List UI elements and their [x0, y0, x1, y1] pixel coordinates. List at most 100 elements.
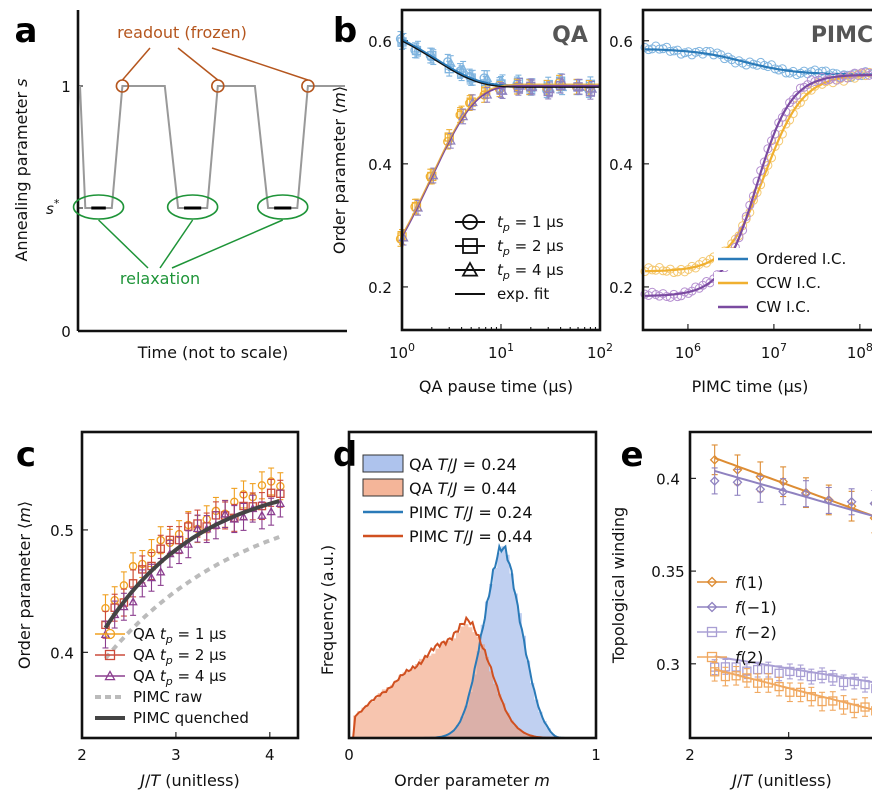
- qa-data-point: [220, 509, 230, 518]
- x-tick-label: 102: [587, 341, 613, 362]
- x-tick-label: 2: [77, 746, 87, 764]
- y-tick-label: 0.2: [609, 279, 633, 297]
- relaxation-pointer: [98, 219, 149, 269]
- pimc-data-point: [792, 90, 802, 100]
- legend-marker: [104, 649, 116, 661]
- qa-data-point: [257, 510, 267, 519]
- legend-marker: [706, 626, 718, 638]
- relaxation-pointer: [159, 219, 194, 269]
- winding-point: [720, 671, 731, 682]
- winding-point: [709, 454, 720, 465]
- qa-data-point: [155, 566, 166, 576]
- qa-data-point: [128, 596, 138, 606]
- x-axis-label: Time (not to scale): [137, 343, 288, 362]
- pimc-data-point: [734, 233, 744, 243]
- x-axis-label: QA pause time (μs): [419, 377, 573, 396]
- y-axis-label: Annealing parameter s: [12, 78, 31, 261]
- legend-label: PIMC raw: [133, 688, 202, 706]
- relaxation-annotation: relaxation: [120, 269, 200, 288]
- legend-label: PIMC T/J = 0.44: [409, 527, 533, 546]
- legend-label: QA tp = 2 μs: [133, 646, 227, 667]
- winding-point: [732, 477, 743, 488]
- legend-bg: [714, 296, 872, 318]
- x-axis-label: Order parameter m: [394, 771, 550, 790]
- qa-data-point: [184, 522, 193, 531]
- x-axis-label: J/T (unitless): [137, 771, 239, 790]
- legend-marker: [104, 670, 116, 681]
- legend-label: f(1): [735, 573, 763, 592]
- winding-point: [846, 496, 857, 507]
- winding-point: [755, 484, 766, 495]
- chart-title-pimc: PIMC: [811, 23, 872, 48]
- y-tick-label: 0.2: [368, 279, 392, 297]
- legend-label: QA tp = 1 μs: [133, 625, 227, 646]
- pimc-data-point: [701, 46, 711, 56]
- legend-label: PIMC T/J = 0.24: [409, 503, 533, 522]
- legend-marker: [104, 628, 116, 640]
- relaxation-ellipse: [72, 194, 125, 220]
- winding-point: [828, 673, 838, 683]
- y-tick-label: 0.4: [609, 156, 633, 174]
- y-axis-label: Order parameter ⟨m⟩: [330, 86, 349, 254]
- pimc-data-point: [781, 68, 791, 78]
- legend-label: tp = 2 μs: [497, 237, 564, 258]
- chart-title-qa: QA: [552, 23, 588, 48]
- qa-data-point: [457, 63, 469, 73]
- legend-swatch: [362, 454, 404, 473]
- legend-marker: [461, 261, 479, 277]
- anneal-schedule-line: [79, 85, 345, 209]
- winding-point: [731, 671, 741, 681]
- plot-frame: [641, 8, 872, 332]
- y-tick-label: 1: [61, 78, 71, 96]
- y-axis-label: Frequency (a.u.): [318, 545, 337, 675]
- legend-marker: [706, 601, 718, 613]
- qa-data-point: [497, 85, 508, 95]
- fit-line-black: [401, 40, 600, 88]
- winding-point: [763, 678, 774, 688]
- legend-marker: [706, 651, 718, 663]
- legend-marker: [462, 214, 478, 230]
- qa-data-point: [395, 234, 406, 244]
- qa-data-point: [482, 72, 493, 82]
- relaxation-ellipse: [256, 194, 309, 220]
- winding-point: [817, 696, 827, 707]
- y-tick-label: 0.5: [50, 522, 74, 540]
- x-tick-label: 107: [761, 341, 787, 362]
- y-tick-label: 0: [61, 323, 71, 341]
- qa-data-point: [257, 481, 267, 490]
- legend-marker: [462, 238, 478, 254]
- legend-bg: [714, 248, 872, 270]
- readout-annotation: readout (frozen): [117, 23, 247, 42]
- qa-data-point: [238, 511, 249, 521]
- plot-frame: [80, 430, 300, 740]
- winding-point: [795, 687, 806, 698]
- panel-b-qa: b 100 101 102 0.2 0.4 0.6 tp = 1 μs tp = 2 μs tp …: [330, 8, 613, 396]
- qa-data-point: [445, 57, 456, 67]
- legend-label: tp = 1 μs: [497, 213, 564, 234]
- legend-label: Ordered I.C.: [756, 250, 846, 268]
- winding-curve: [714, 668, 872, 711]
- panel-label-b: b: [333, 11, 357, 51]
- pimc-fit-curve: [644, 74, 872, 273]
- y-tick-label: 0.6: [609, 33, 633, 51]
- panel-label-c: c: [16, 435, 36, 475]
- readout-pointer: [121, 47, 151, 81]
- winding-point: [849, 703, 859, 714]
- winding-point: [778, 486, 789, 497]
- qa-data-point: [146, 572, 157, 582]
- winding-point: [860, 702, 870, 712]
- plot-frame: [347, 430, 598, 740]
- pimc-data-point: [673, 292, 683, 302]
- legend-marker: [706, 576, 718, 588]
- panel-b-pimc: 106 107 108 0.2 0.4 0.6 Ordered I.C. CCW I.C. CW…: [609, 8, 872, 396]
- x-tick-label: 100: [389, 341, 415, 362]
- pimc-data-point: [669, 268, 679, 278]
- winding-point: [785, 687, 795, 697]
- qa-data-point: [266, 506, 276, 516]
- legend-label: QA T/J = 0.44: [409, 479, 517, 498]
- y-tick-label: 0.4: [368, 156, 392, 174]
- pimc-data-point: [767, 153, 777, 163]
- pimc-data-point: [868, 68, 872, 78]
